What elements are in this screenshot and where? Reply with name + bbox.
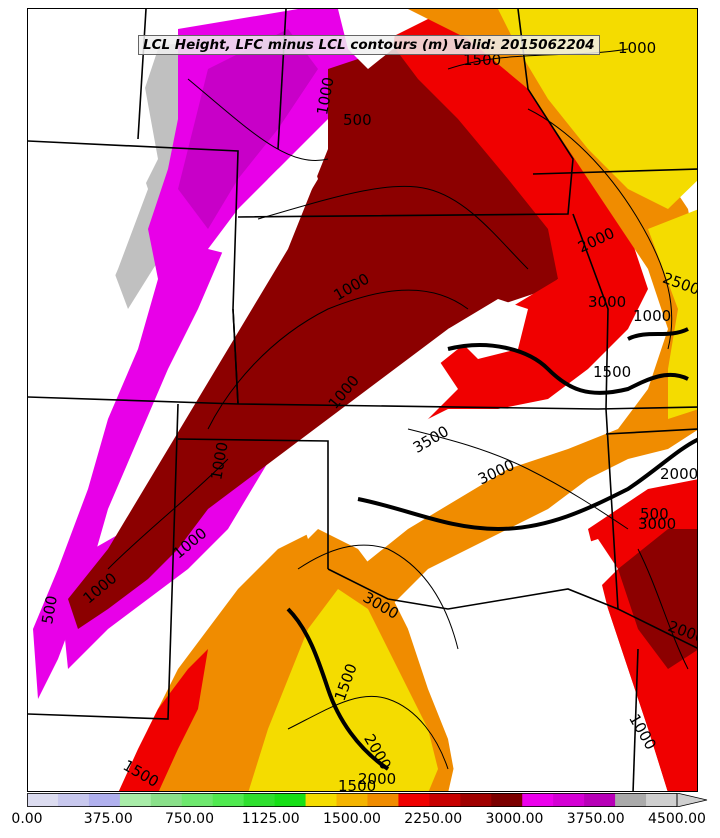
contour-label: 1500 [593, 363, 631, 381]
contour-label: 500 [640, 505, 669, 523]
state-boundary [277, 9, 287, 150]
shade-white-gap-sctr [408, 579, 668, 791]
contour-label: 1500 [463, 51, 501, 69]
map-canvas: 1000 1500 500 1000 1000 2000 2500 3000 1… [28, 9, 698, 792]
contour-band [627, 327, 689, 341]
contour-band [357, 437, 697, 532]
state-boundary [237, 9, 574, 218]
contour-lines [107, 48, 689, 770]
state-boundary [28, 403, 179, 720]
shade-white-gap-se-pocket [568, 539, 618, 589]
contour-label: 3000 [638, 515, 676, 533]
shade-yellow-south [248, 589, 438, 791]
state-boundaries [28, 9, 697, 791]
state-boundary [632, 648, 639, 791]
contour-bands [286, 327, 697, 771]
colorbar-tick-label: 0.00 [11, 811, 43, 827]
contour-label: 3000 [588, 293, 626, 311]
contour-label: 2000 [660, 465, 698, 483]
state-boundary [572, 213, 697, 649]
contour-label: 500 [38, 594, 61, 625]
map-title: LCL Height, LFC minus LCL contours (m) V… [138, 35, 600, 55]
colorbar-segment [615, 793, 647, 807]
colorbar-segment [491, 793, 523, 807]
colorbar-tick-label: 3000.00 [485, 811, 544, 827]
colorbar-tick-label: 2250.00 [404, 811, 463, 827]
contour-label: 1000 [633, 307, 671, 325]
colorbar-segment [181, 793, 214, 807]
shade-white-gap-w [28, 129, 148, 429]
colorbar-segment [27, 793, 59, 807]
contour-band [286, 607, 390, 771]
map-panel: 1000 1500 500 1000 1000 2000 2500 3000 1… [27, 8, 698, 792]
contour-line [207, 289, 469, 430]
state-boundary [137, 9, 147, 140]
colorbar-tick-label: 3750.00 [566, 811, 625, 827]
contour-line [637, 548, 689, 670]
contour-label: 1000 [618, 39, 656, 57]
state-boundary [28, 396, 697, 410]
colorbar-segment [646, 793, 678, 807]
colorbar-tick-label: 750.00 [165, 811, 214, 827]
colorbar-segment [336, 793, 368, 807]
colorbar [27, 793, 708, 807]
colorbar-segment [243, 793, 276, 807]
colorbar-extend-arrow [676, 793, 708, 807]
colorbar-segment [553, 793, 585, 807]
colorbar-segment [522, 793, 554, 807]
shade-darkred-central [68, 49, 588, 629]
shade-white-gap-nw [28, 9, 158, 149]
colorbar-segment [398, 793, 430, 807]
colorbar-segment [57, 793, 90, 807]
contour-line [187, 78, 329, 161]
colorbar-segment [460, 793, 492, 807]
colorbar-segment [274, 793, 307, 807]
state-boundary [177, 438, 329, 569]
state-boundary [327, 568, 619, 610]
contour-line [447, 48, 629, 70]
shade-white-gap-ctr [298, 359, 458, 539]
shade-darkred-se [618, 529, 697, 669]
state-boundary [232, 308, 239, 405]
contour-line [287, 695, 449, 770]
colorbar-segment [119, 793, 152, 807]
colorbar-tick-label: 4500.00 [648, 811, 706, 827]
colorbar-segment [212, 793, 245, 807]
shade-white-gap-sw [28, 699, 118, 791]
colorbar-tick-label: 375.00 [83, 811, 133, 827]
shade-yellow-ne [498, 9, 697, 209]
state-boundary [532, 168, 697, 175]
colorbar-segment [429, 793, 461, 807]
contour-line [407, 428, 629, 530]
contour-line [257, 185, 529, 270]
state-boundary [605, 428, 697, 435]
contour-label: 2000 [358, 770, 396, 788]
colorbar-segment [584, 793, 616, 807]
contour-label: 500 [343, 111, 372, 129]
colorbar-segment [88, 793, 121, 807]
colorbar-segment [150, 793, 183, 807]
colorbar-tick-label: 1500.00 [323, 811, 381, 827]
contour-band [447, 343, 689, 395]
contour-label: 1500 [338, 777, 376, 792]
contour-line [527, 108, 673, 350]
contour-line [107, 458, 229, 570]
shade-red-south [118, 649, 208, 791]
colorbar-segment [305, 793, 338, 807]
colorbar-segment [367, 793, 399, 807]
colorbar-tick-label: 1125.00 [241, 811, 300, 827]
colorbar-outline [27, 793, 678, 807]
shade-yellow-east [648, 209, 697, 419]
